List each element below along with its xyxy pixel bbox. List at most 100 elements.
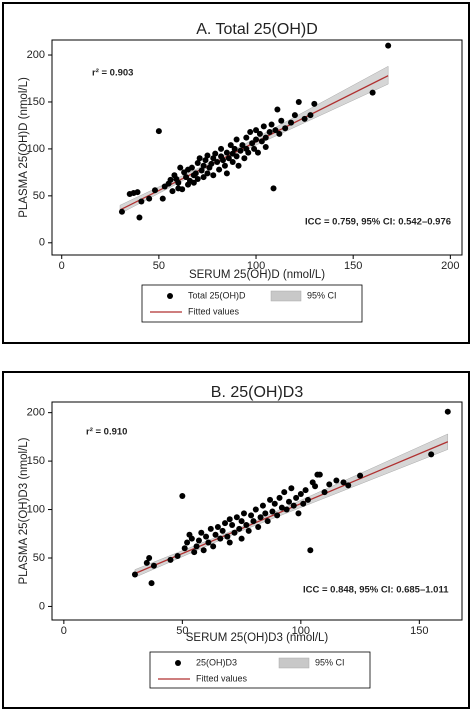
data-point: [203, 533, 210, 540]
data-point: [136, 214, 143, 221]
data-point: [233, 153, 240, 160]
data-point: [251, 145, 258, 152]
data-point: [444, 408, 451, 415]
data-point: [131, 571, 138, 578]
data-point: [175, 179, 182, 186]
annotation: ICC = 0.848, 95% CI: 0.685–1.011: [303, 585, 449, 596]
data-point: [245, 149, 252, 156]
legend-label: Fitted values: [188, 306, 240, 316]
legend-marker: [270, 290, 302, 302]
data-point: [283, 506, 290, 513]
data-point: [250, 518, 257, 525]
y-tick-label: 100: [27, 143, 45, 155]
data-point: [247, 129, 254, 136]
data-point: [174, 553, 181, 560]
y-tick-label: 50: [33, 190, 45, 202]
data-point: [270, 185, 277, 192]
x-axis-label: SERUM 25(OH)D (nmol/L): [189, 269, 325, 281]
legend-label: 95% CI: [315, 657, 345, 667]
data-point: [155, 128, 162, 135]
data-point: [281, 489, 288, 496]
x-tick-label: 50: [153, 260, 165, 272]
panel-frame: [2, 2, 470, 344]
data-point: [248, 512, 255, 519]
data-point: [227, 142, 234, 149]
x-tick-label: 100: [247, 260, 265, 272]
data-point: [249, 140, 256, 147]
data-point: [304, 496, 311, 503]
data-point: [259, 502, 266, 509]
data-point: [345, 482, 352, 489]
data-point: [241, 155, 248, 162]
data-point: [229, 159, 236, 166]
data-point: [272, 127, 279, 134]
data-point: [253, 127, 260, 134]
data-point: [256, 130, 263, 137]
legend-box: [141, 284, 363, 323]
data-point: [245, 527, 252, 534]
legend-label: Total 25(OH)D: [188, 290, 246, 300]
data-point: [210, 172, 217, 179]
data-point: [255, 523, 262, 530]
y-tick-label: 100: [27, 503, 45, 515]
data-point: [184, 539, 191, 546]
data-point: [274, 512, 281, 519]
data-point: [257, 514, 264, 521]
data-point: [312, 483, 319, 490]
x-tick-label: 200: [441, 260, 459, 272]
data-point: [143, 559, 150, 566]
data-point: [225, 155, 232, 162]
data-point: [253, 136, 260, 143]
legend-label: Fitted values: [196, 673, 248, 683]
data-point: [231, 529, 238, 536]
data-point: [237, 147, 244, 154]
data-point: [240, 510, 247, 517]
data-point: [146, 554, 153, 561]
data-point: [357, 472, 364, 479]
data-point: [198, 529, 205, 536]
data-point: [193, 543, 200, 550]
data-point: [269, 508, 276, 515]
y-tick-label: 0: [39, 237, 45, 249]
data-point: [223, 170, 230, 177]
data-point: [146, 195, 153, 202]
data-point: [188, 164, 195, 171]
data-point: [216, 166, 223, 173]
data-point: [262, 134, 269, 141]
data-point: [210, 155, 217, 162]
data-point: [159, 195, 166, 202]
data-point: [190, 179, 197, 186]
data-point: [385, 42, 392, 49]
data-point: [208, 160, 215, 167]
data-point: [311, 100, 318, 107]
data-point: [192, 170, 199, 177]
data-point: [235, 162, 242, 169]
data-point: [369, 89, 376, 96]
data-point: [200, 162, 207, 169]
data-point: [210, 543, 217, 550]
data-point: [295, 510, 302, 517]
x-tick-label: 0: [61, 625, 67, 637]
panel-frame: [2, 371, 470, 709]
x-tick-label: 150: [410, 625, 428, 637]
legend-marker: [167, 293, 173, 299]
data-point: [205, 539, 212, 546]
data-point: [233, 136, 240, 143]
data-point: [340, 479, 347, 486]
data-point: [238, 518, 245, 525]
data-point: [252, 506, 259, 513]
data-point: [224, 533, 231, 540]
data-point: [200, 547, 207, 554]
data-point: [148, 580, 155, 587]
x-tick-label: 50: [176, 625, 188, 637]
data-point: [276, 130, 283, 137]
data-point: [276, 494, 283, 501]
legend-label: 95% CI: [307, 290, 337, 300]
data-point: [254, 149, 261, 156]
data-point: [204, 170, 211, 177]
y-tick-label: 200: [27, 49, 45, 61]
data-point: [194, 159, 201, 166]
data-point: [183, 174, 190, 181]
data-point: [151, 187, 158, 194]
